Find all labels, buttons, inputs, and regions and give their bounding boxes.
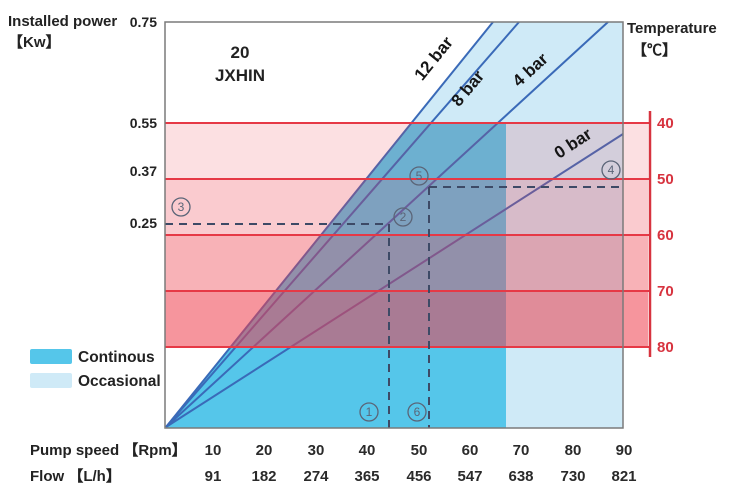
legend: Continous Occasional — [30, 349, 161, 390]
legend-swatch-continuous — [30, 349, 72, 364]
pressure-line-0bar — [165, 133, 624, 428]
power-axis-title-line1: Installed power — [8, 13, 117, 30]
flow-tick-547: 547 — [457, 468, 482, 485]
circle-3-outline — [171, 197, 191, 217]
flow-tick-274: 274 — [303, 468, 329, 485]
pressure-line-12bar — [165, 21, 494, 428]
annotation-circle-2: 2 — [393, 207, 413, 227]
speed-tick-90: 90 — [616, 442, 633, 459]
power-tick-075: 0.75 — [130, 14, 157, 30]
speed-tick-10: 10 — [205, 442, 222, 459]
speed-tick-40: 40 — [359, 442, 376, 459]
circle-5-outline — [409, 166, 429, 186]
annotation-circle-1: 1 — [359, 402, 379, 422]
speed-axis-title: Pump speed 【Rpm】 — [30, 441, 187, 459]
speed-tick-60: 60 — [462, 442, 479, 459]
flow-tick-91: 91 — [205, 468, 222, 485]
circle-2-outline — [393, 207, 413, 227]
power-axis-title-line2: 【Kw】 — [8, 33, 61, 51]
flow-tick-730: 730 — [560, 468, 585, 485]
power-tick-037: 0.37 — [130, 163, 157, 179]
annotation-circle-5: 5 — [409, 166, 429, 186]
continuous-zone-area — [166, 123, 506, 428]
speed-tick-30: 30 — [308, 442, 325, 459]
flow-tick-182: 182 — [251, 468, 276, 485]
speed-tick-20: 20 — [256, 442, 273, 459]
circle-4-outline — [601, 160, 621, 180]
circle-6-number: 6 — [414, 405, 421, 419]
circle-1-outline — [359, 402, 379, 422]
pressure-line-8bar — [165, 21, 520, 428]
annotation-circle-3: 3 — [171, 197, 191, 217]
plot-border — [164, 21, 624, 429]
annotation-circle-4: 4 — [601, 160, 621, 180]
temp-band-40-50 — [165, 123, 648, 179]
temp-axis-title-line1: Temperature — [627, 20, 717, 37]
temp-axis-title-line2: 【℃】 — [632, 41, 677, 59]
legend-label-continuous: Continous — [78, 349, 155, 366]
temp-tick-60: 60 — [657, 227, 674, 244]
temp-tick-50: 50 — [657, 171, 674, 188]
temp-tick-40: 40 — [657, 115, 674, 132]
temp-tick-80: 80 — [657, 339, 674, 356]
circle-4-number: 4 — [608, 163, 615, 177]
flow-axis-title: Flow 【L/h】 — [30, 467, 121, 485]
speed-tick-50: 50 — [411, 442, 428, 459]
circle-1-number: 1 — [366, 405, 373, 419]
flow-tick-365: 365 — [354, 468, 379, 485]
speed-tick-70: 70 — [513, 442, 530, 459]
flow-tick-456: 456 — [406, 468, 431, 485]
circle-6-outline — [407, 402, 427, 422]
annotation-circle-6: 6 — [407, 402, 427, 422]
temp-band-70-80 — [165, 291, 648, 347]
legend-swatch-occasional — [30, 373, 72, 388]
power-tick-055: 0.55 — [130, 115, 157, 131]
temp-band-60-70 — [165, 235, 648, 291]
flow-tick-638: 638 — [508, 468, 533, 485]
pressure-line-4bar — [165, 21, 609, 428]
power-tick-025: 0.25 — [130, 215, 157, 231]
speed-tick-80: 80 — [565, 442, 582, 459]
temp-tick-70: 70 — [657, 283, 674, 300]
chart-title-line1: 20 — [231, 43, 250, 62]
circle-3-number: 3 — [178, 200, 185, 214]
circle-2-number: 2 — [400, 210, 407, 224]
circle-5-number: 5 — [416, 169, 423, 183]
chart-title-line2: JXHIN — [215, 66, 265, 85]
legend-label-occasional: Occasional — [78, 373, 161, 390]
flow-tick-821: 821 — [611, 468, 636, 485]
